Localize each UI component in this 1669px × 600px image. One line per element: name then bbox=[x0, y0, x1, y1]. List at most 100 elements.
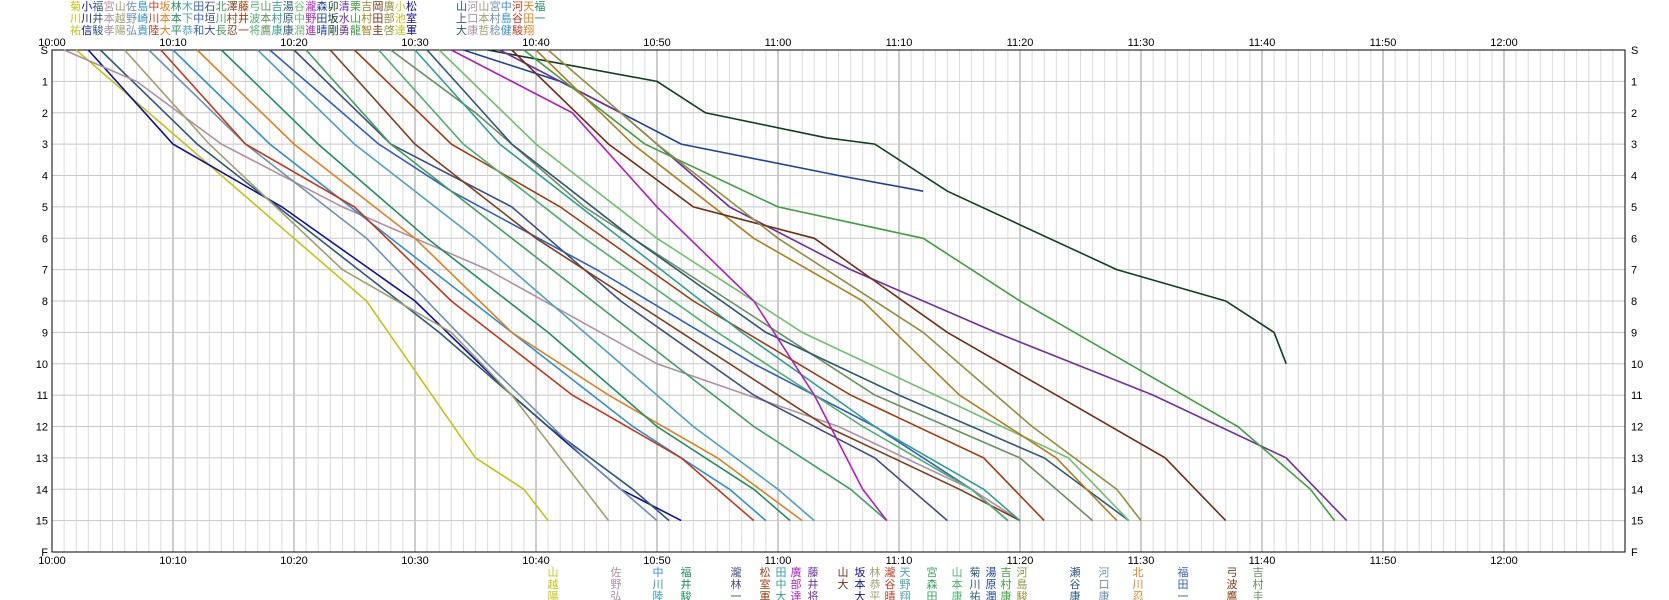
grid bbox=[52, 50, 1625, 552]
legend-entry: 林 bbox=[171, 0, 182, 13]
finish-label: 室 bbox=[760, 577, 771, 591]
finish-label: 北 bbox=[1133, 566, 1144, 579]
finish-label: 吉 bbox=[1001, 566, 1012, 579]
y-tick-label-right: 4 bbox=[1631, 171, 1637, 183]
legend-entry: 田 bbox=[193, 0, 204, 13]
finish-label: 林 bbox=[731, 577, 742, 591]
series-line bbox=[75, 49, 549, 522]
series-line bbox=[353, 49, 1045, 522]
legend-entry: 田 bbox=[316, 12, 327, 25]
finish-label: 宮 bbox=[927, 565, 938, 579]
legend-entry: 中 bbox=[148, 0, 159, 13]
series-line bbox=[438, 49, 1130, 522]
legend-entry: 谷 bbox=[294, 0, 305, 13]
y-tick-label-right: 13 bbox=[1631, 453, 1643, 465]
legend-entry: 駿 bbox=[92, 23, 103, 37]
finish-label: 山 bbox=[952, 566, 963, 579]
legend-entry: 健 bbox=[501, 24, 512, 37]
x-tick-label: 10:30 bbox=[401, 555, 429, 567]
y-tick-label-right: S bbox=[1631, 45, 1638, 57]
y-tick-label-right: 15 bbox=[1631, 516, 1643, 528]
finish-label: 陸 bbox=[653, 590, 664, 600]
y-tick-label-right: 6 bbox=[1631, 233, 1637, 245]
series-line bbox=[450, 49, 888, 522]
finish-label: 駿 bbox=[681, 589, 692, 600]
finish-label: 菊 bbox=[970, 566, 981, 579]
finish-label: 平 bbox=[870, 590, 881, 600]
x-tick-label: 11:20 bbox=[1007, 555, 1034, 567]
x-tick-label: 11:50 bbox=[1370, 555, 1397, 567]
legend-entry: 山 bbox=[350, 12, 361, 25]
y-tick-label-left: 9 bbox=[42, 327, 48, 339]
finish-label: 恭 bbox=[870, 578, 881, 591]
y-tick-label-left: 7 bbox=[42, 265, 48, 277]
legend-entry: 木 bbox=[182, 0, 193, 13]
legend-entry: 大 bbox=[204, 23, 215, 37]
legend-entry: 康 bbox=[467, 23, 478, 37]
legend-entry: 村 bbox=[272, 11, 283, 25]
legend-entry: 山 bbox=[115, 0, 126, 13]
series-line bbox=[329, 49, 1021, 522]
legend-entry: 陸 bbox=[148, 24, 159, 37]
legend-entry: 廣 bbox=[384, 0, 395, 13]
legend-entry: 原 bbox=[283, 12, 294, 25]
finish-label: 中 bbox=[776, 578, 787, 591]
legend-entry: 宮 bbox=[104, 0, 115, 13]
finish-label: 谷 bbox=[1070, 578, 1081, 591]
legend-entry: 福 bbox=[92, 0, 103, 13]
legend-entry: 恭 bbox=[182, 24, 193, 37]
y-tick-label-right: 2 bbox=[1631, 108, 1637, 120]
legend-entry: 哲 bbox=[478, 24, 489, 37]
finish-label: 中 bbox=[653, 566, 664, 579]
legend-entry: 井 bbox=[92, 11, 103, 25]
legend-entry: 将 bbox=[249, 24, 260, 37]
x-tick-label: 10:20 bbox=[280, 555, 308, 567]
series-line bbox=[160, 49, 755, 522]
y-tick-label-right: F bbox=[1631, 547, 1638, 559]
legend-entry: 口 bbox=[467, 12, 478, 25]
legend-entry: 本 bbox=[478, 11, 489, 25]
series-line bbox=[99, 49, 670, 522]
legend-entry: 和 bbox=[193, 24, 204, 37]
finish-label: 忍 bbox=[1133, 590, 1144, 600]
x-tick-label: 10:10 bbox=[159, 37, 187, 49]
legend-entry: 長 bbox=[216, 24, 227, 37]
legend-entry: 小 bbox=[395, 0, 406, 13]
series-line bbox=[220, 49, 791, 522]
finish-label: 翔 bbox=[900, 589, 911, 600]
y-tick-label-left: 12 bbox=[36, 422, 48, 434]
legend-entry: 野 bbox=[305, 12, 316, 25]
finish-label: 藤 bbox=[808, 566, 819, 579]
y-tick-label-right: 11 bbox=[1631, 390, 1642, 402]
finish-label: 林 bbox=[870, 565, 881, 579]
x-tick-label: 11:40 bbox=[1249, 37, 1276, 49]
legend: 菊川祐小川信福井駿宮本孝山越陽佐野弘島崎貴中川陸坂本大林本平木下恭田中和石垣大北… bbox=[70, 0, 545, 37]
x-tick-label: 10:00 bbox=[38, 37, 66, 49]
legend-entry: 菊 bbox=[70, 0, 81, 13]
legend-entry: 池 bbox=[395, 12, 406, 25]
legend-entry: 坂 bbox=[328, 12, 339, 25]
legend-entry: 野 bbox=[126, 12, 137, 25]
x-tick-label: 10:10 bbox=[159, 555, 187, 567]
legend-entry: 智 bbox=[361, 23, 372, 37]
y-tick-label-right: 14 bbox=[1631, 484, 1643, 496]
finish-label: 波 bbox=[1227, 578, 1238, 591]
finish-label: 川 bbox=[653, 578, 664, 591]
legend-entry: 卯 bbox=[328, 0, 339, 13]
y-tick-label-left: 4 bbox=[42, 171, 48, 183]
legend-entry: 本 bbox=[260, 11, 271, 25]
legend-entry: 松 bbox=[406, 0, 417, 13]
x-tick-label: 10:40 bbox=[522, 555, 550, 567]
legend-entry: 中 bbox=[501, 0, 512, 13]
finish-label: 越 bbox=[548, 577, 559, 591]
finish-label: 福 bbox=[1178, 565, 1189, 579]
x-tick-label: 10:50 bbox=[643, 37, 671, 49]
legend-entry: 宮 bbox=[490, 0, 501, 13]
legend-entry: 稔 bbox=[490, 23, 501, 37]
legend-entry: 鷹 bbox=[260, 23, 271, 37]
legend-entry: 山 bbox=[260, 0, 271, 13]
finish-label: 瀬 bbox=[1070, 565, 1081, 579]
finish-label: 河 bbox=[1099, 566, 1110, 579]
legend-entry: 村 bbox=[227, 11, 238, 25]
